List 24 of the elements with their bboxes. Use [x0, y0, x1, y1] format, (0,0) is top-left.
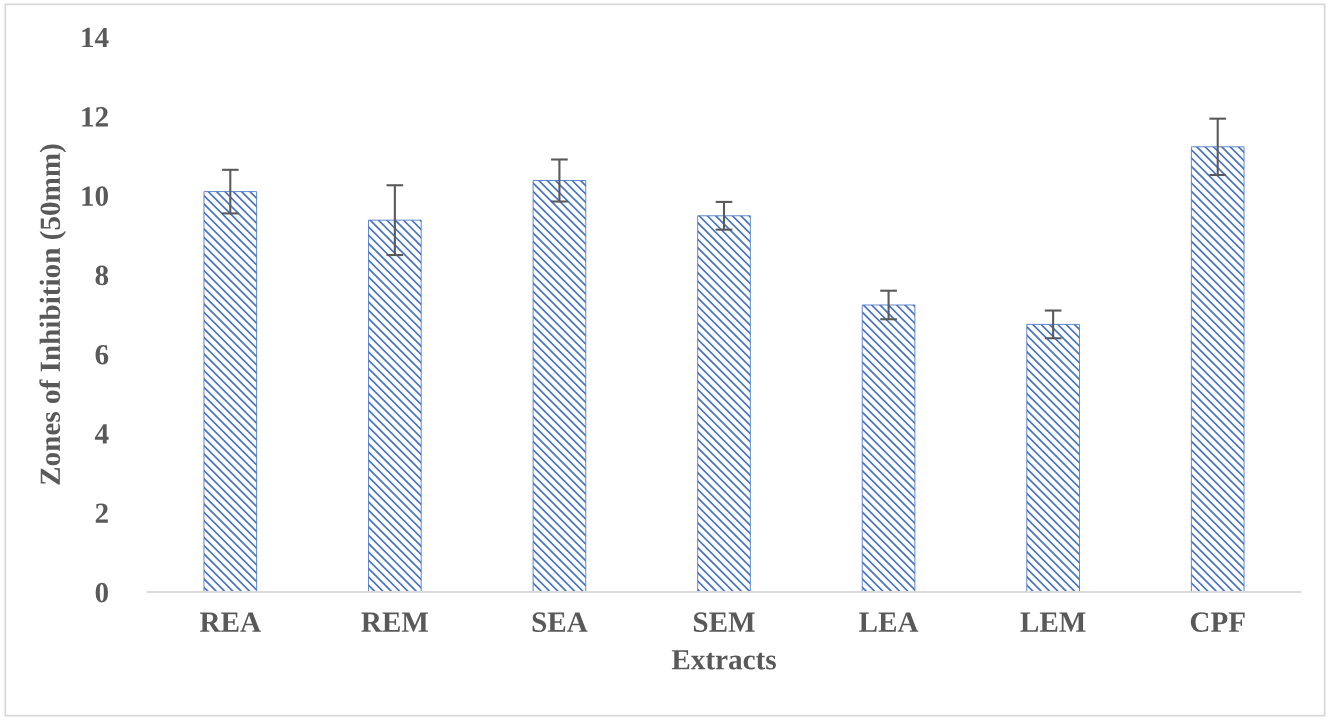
y-tick-label: 14	[82, 27, 109, 48]
x-axis-title: Extracts	[671, 650, 776, 670]
x-tick-label: LEM	[1020, 612, 1086, 632]
x-tick-label: REA	[199, 612, 261, 632]
x-tick-label: REM	[361, 612, 429, 632]
x-tick-label: SEA	[532, 612, 588, 632]
y-tick-label: 2	[95, 503, 108, 523]
x-tick-label: SEM	[693, 612, 755, 632]
y-tick-label: 10	[82, 186, 108, 206]
y-tick-label: 0	[95, 582, 108, 603]
bar	[1190, 146, 1245, 592]
bar	[532, 180, 587, 592]
y-tick-label: 6	[95, 344, 109, 365]
y-tick-label: 8	[95, 265, 109, 286]
bar	[1026, 323, 1080, 592]
x-tick-label: LEA	[859, 612, 919, 632]
y-tick-label: 4	[94, 424, 109, 444]
y-axis-title: Zones of Inhibition (50mm)	[39, 144, 67, 485]
bar	[697, 215, 751, 592]
bar	[861, 304, 916, 592]
bar	[368, 219, 422, 592]
x-tick-label: CPF	[1190, 612, 1245, 632]
y-tick-label: 12	[82, 107, 108, 127]
bar	[203, 191, 258, 592]
